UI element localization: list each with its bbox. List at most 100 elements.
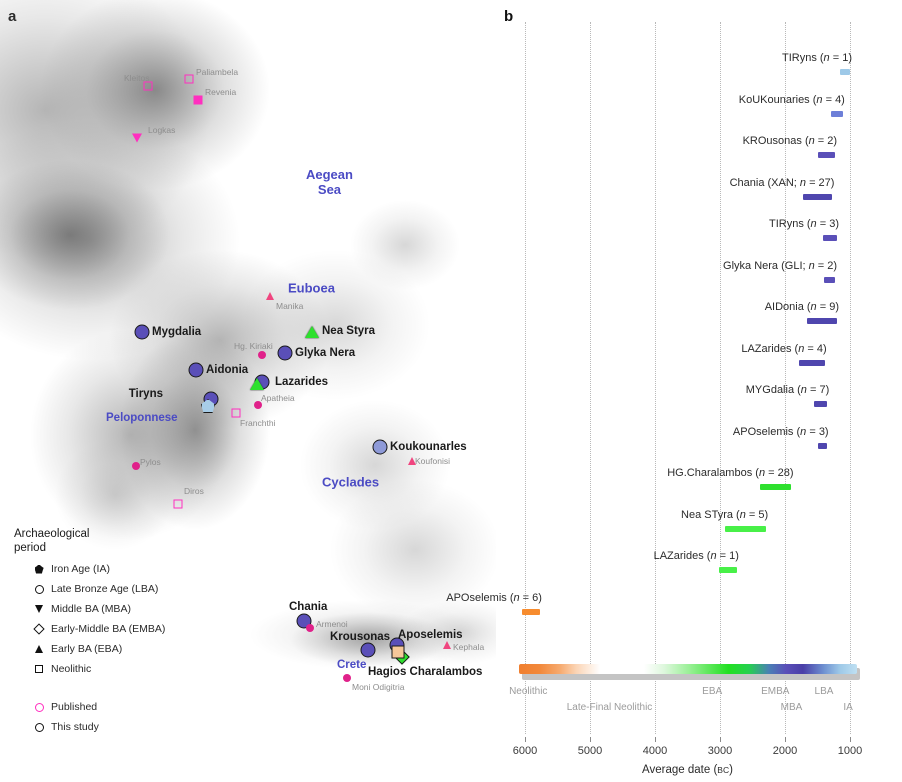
map-region-label-euboea: Euboea: [288, 280, 335, 296]
terrain-blob: [240, 250, 430, 400]
map-site-label-franchthi: Franchthi: [240, 418, 276, 428]
circle-pink-icon: [30, 702, 48, 712]
period-gradient-scale-bar: [518, 664, 857, 674]
tri-pink-icon: [266, 292, 274, 300]
map-marker-manika[interactable]: [266, 292, 274, 300]
chart-bar-krousonas[interactable]: [817, 152, 836, 158]
chart-bar-chania-xan-[interactable]: [803, 193, 833, 200]
chart-bar-row: AIDonia (n = 9): [496, 301, 902, 335]
x-axis-title: Average date (BC): [642, 764, 733, 776]
map-marker-nea-styra[interactable]: [305, 326, 319, 338]
square-icon: [143, 81, 153, 91]
chart-bar-row: MYGdalia (n = 7): [496, 384, 902, 418]
x-tick-label-1000: 1000: [837, 745, 863, 757]
map-marker-glyka-nera[interactable]: [277, 345, 293, 361]
x-tick-6000: [525, 737, 526, 742]
chart-bar-tiryns[interactable]: [822, 235, 837, 241]
map-marker-aidonia[interactable]: [188, 362, 204, 378]
legend-source-this-study: This study: [30, 717, 234, 737]
chart-bar-lazarides[interactable]: [798, 359, 825, 366]
map-site-label-diros: Diros: [184, 486, 204, 496]
chart-bar-aposelemis[interactable]: [817, 442, 827, 449]
legend-item-label: Iron Age (IA): [51, 563, 110, 575]
map-marker-paliambela[interactable]: [184, 74, 194, 84]
square-icon: [173, 499, 183, 509]
map-site-label-moni-odigitria: Moni Odigitria: [352, 682, 405, 692]
chart-bar-label-aposelemis: APOselemis (n = 6): [446, 591, 542, 604]
map-marker-koukounarles[interactable]: [372, 439, 388, 455]
square-icon: [30, 665, 48, 673]
triangle-up-icon: [30, 645, 48, 653]
chart-bar-mygdalia[interactable]: [813, 401, 828, 407]
square-icon-aposelemis[interactable]: [391, 645, 405, 659]
map-site-label-tiryns: Tiryns: [128, 388, 163, 400]
chart-bar-nea-styra[interactable]: [725, 525, 767, 532]
chart-bar-row: Chania (XAN; n = 27): [496, 177, 902, 211]
map-site-label-revenia: Revenia: [205, 87, 237, 97]
x-tick-label-2000: 2000: [772, 745, 798, 757]
chart-bar-aidonia[interactable]: [807, 318, 837, 324]
map-marker-pylos[interactable]: [132, 462, 140, 470]
map-marker-logkas[interactable]: [132, 133, 142, 143]
map-marker-apatheia[interactable]: [254, 401, 262, 409]
x-tick-2000: [785, 737, 786, 742]
map-marker-koufonisi[interactable]: [408, 457, 416, 465]
map-site-label-koukounarles: Koukounarles: [390, 441, 467, 453]
map-marker-revenia[interactable]: [193, 95, 203, 105]
legend-title-line2: period: [14, 542, 46, 554]
map-site-label-nea-styra: Nea Styra: [322, 325, 376, 337]
map-marker-kleitos[interactable]: [143, 81, 153, 91]
period-label-lba: LBA: [814, 686, 834, 697]
chart-bar-row: KoUKounaries (n = 4): [496, 94, 902, 128]
map-marker-kephala[interactable]: [443, 641, 451, 649]
legend-period-middle-ba-mba-: Middle BA (MBA): [30, 599, 234, 619]
map-site-label-apatheia: Apatheia: [261, 393, 295, 403]
chart-bar-koukounaries[interactable]: [831, 110, 843, 117]
circle-purple-icon: [134, 324, 150, 340]
terrain-blob: [330, 480, 496, 620]
map-marker-franchthi[interactable]: [231, 408, 241, 418]
map-marker-armenoi[interactable]: [306, 624, 314, 632]
map-marker-mygdalia[interactable]: [134, 324, 150, 340]
chart-bar-hg-charalambos[interactable]: [760, 484, 792, 490]
x-tick-1000: [850, 737, 851, 742]
map-region-label-crete: Crete: [337, 659, 367, 671]
gridline-6000: [525, 22, 526, 734]
circle-black-icon: [30, 722, 48, 732]
diamond-icon: [30, 623, 48, 635]
map-marker-hg-kiriaki[interactable]: [258, 351, 266, 359]
map-marker-krousonas[interactable]: [360, 642, 376, 658]
chart-bar-label-mygdalia: MYGdalia (n = 7): [745, 384, 830, 396]
chart-bar-glyka-nera-gli-[interactable]: [824, 276, 836, 283]
gridline-4000: [655, 22, 656, 734]
legend-item-label: Early-Middle BA (EMBA): [51, 623, 166, 635]
gridline-3000: [720, 22, 721, 734]
map-legend: Archaeological period Iron Age (IA) Late …: [14, 527, 234, 737]
chart-bar-lazarides[interactable]: [718, 567, 737, 573]
chart-bar-label-aidonia: AIDonia (n = 9): [764, 301, 839, 313]
map-marker-moni-odigitria[interactable]: [343, 674, 351, 682]
map-site-label-glyka-nera: Glyka Nera: [295, 347, 356, 359]
terrain-blob: [55, 440, 175, 550]
chart-bar-tiryns[interactable]: [840, 69, 850, 75]
chart-bar-label-koukounaries: KoUKounaries (n = 4): [738, 93, 845, 106]
triangle-icon-lazarides[interactable]: [250, 378, 264, 390]
chart-bar-row: TIRyns (n = 1): [496, 52, 902, 86]
chart-bar-row: TIRyns (n = 3): [496, 218, 902, 252]
chart-bar-label-lazarides: LAZarides (n = 4): [741, 342, 827, 355]
legend-title-line1: Archaeological: [14, 528, 90, 540]
chart-bar-row: LAZarides (n = 4): [496, 343, 902, 377]
x-tick-label-4000: 4000: [642, 745, 668, 757]
gridline-5000: [590, 22, 591, 734]
legend-item-label: This study: [51, 721, 99, 733]
chart-bar-label-tiryns: TIRyns (n = 1): [781, 52, 852, 64]
chart-bar-label-lazarides: LAZarides (n = 1): [653, 550, 739, 562]
map-site-label-logkas: Logkas: [148, 125, 176, 135]
chart-bar-aposelemis[interactable]: [521, 608, 540, 615]
dot-icon: [132, 462, 140, 470]
terrain-blob: [290, 612, 450, 667]
terrain-blob: [300, 400, 450, 530]
dot-icon: [258, 351, 266, 359]
pentagon-icon-tiryns[interactable]: [201, 399, 215, 413]
map-marker-diros[interactable]: [173, 499, 183, 509]
